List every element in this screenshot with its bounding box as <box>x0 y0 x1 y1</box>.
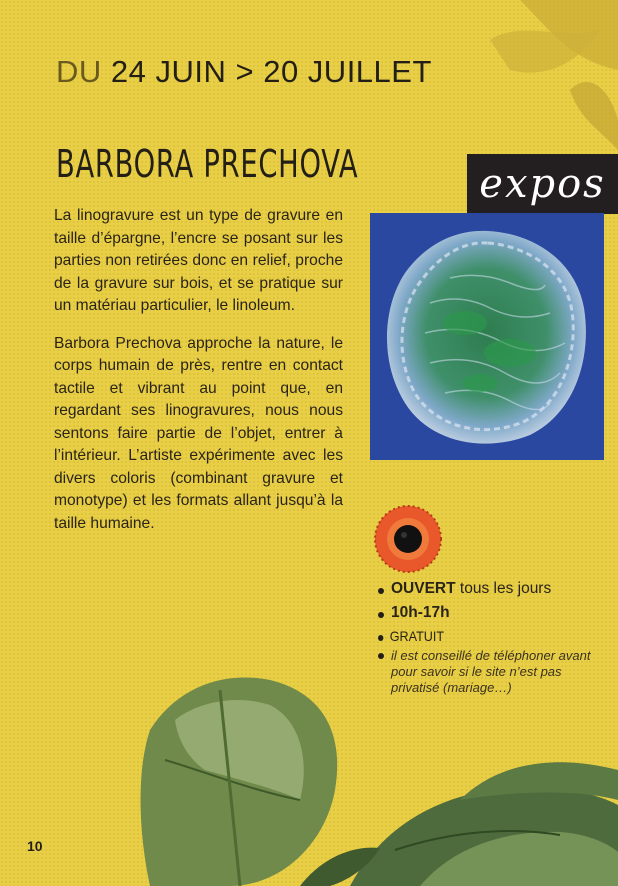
date-prefix: DU <box>56 54 102 89</box>
opening-label: OUVERT <box>391 580 456 597</box>
opening-days-text: tous les jours <box>455 580 552 597</box>
leaf-decoration-top <box>490 0 618 150</box>
admission-price: GRATUIT <box>378 628 576 644</box>
eye-icon <box>374 505 442 573</box>
practical-info: OUVERT tous les jours 10h-17h GRATUIT il… <box>378 580 598 696</box>
page-number: 10 <box>27 838 43 854</box>
date-range: 24 JUIN > 20 JUILLET <box>110 54 432 89</box>
visit-note: il est conseillé de téléphoner avant pou… <box>378 648 606 696</box>
artwork-image <box>370 213 604 460</box>
artist-name: BARBORA PRECHOVA <box>56 142 359 186</box>
description-paragraph-2: Barbora Prechova approche la nature, le … <box>54 334 343 532</box>
opening-days: OUVERT tous les jours <box>378 580 598 598</box>
description: La linogravure est un type de gravure en… <box>54 205 343 550</box>
section-tag: expos <box>467 154 618 214</box>
opening-hours: 10h-17h <box>378 604 598 622</box>
exhibition-dates: DU 24 JUIN > 20 JUILLET <box>56 54 432 90</box>
description-paragraph-1: La linogravure est un type de gravure en… <box>54 207 343 314</box>
